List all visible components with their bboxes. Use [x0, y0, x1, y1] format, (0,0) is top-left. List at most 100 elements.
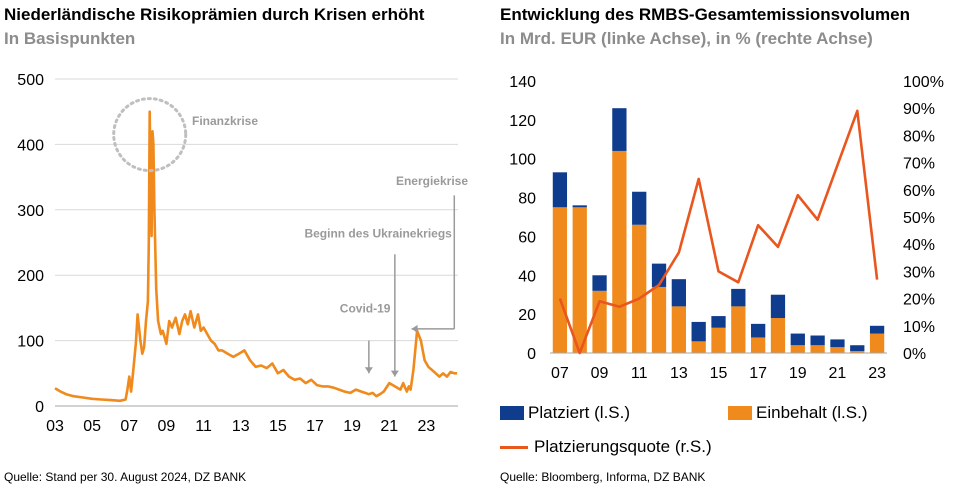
- bar-retained: [810, 345, 825, 353]
- bar-retained: [770, 318, 786, 353]
- legend-retained: Einbehalt (l.S.): [728, 403, 868, 423]
- right-y-right-tick-label: 50%: [903, 210, 935, 227]
- right-x-tick-label: 07: [551, 365, 569, 382]
- bar-retained: [651, 286, 667, 353]
- bar-retained: [869, 333, 885, 353]
- ukraine-arrowhead: [390, 370, 399, 377]
- bar-retained: [632, 224, 647, 353]
- right-y-right-tick-label: 30%: [903, 264, 935, 281]
- legend-placed-swatch: [500, 406, 524, 420]
- left-y-tick-label: 300: [17, 203, 44, 220]
- right-source: Quelle: Bloomberg, Informa, DZ BANK: [500, 470, 706, 484]
- legend-quote-swatch: [500, 445, 528, 449]
- right-y-left-tick-label: 120: [509, 113, 536, 130]
- finanzkrise-circle: [112, 97, 188, 173]
- right-y-right-tick-label: 90%: [903, 101, 935, 118]
- left-x-tick-label: 23: [418, 418, 436, 435]
- right-y-right-tick-label: 40%: [903, 237, 935, 254]
- left-y-tick-label: 200: [17, 268, 44, 285]
- bar-placed: [711, 316, 726, 328]
- right-y-left-tick-label: 60: [518, 229, 536, 246]
- right-x-tick-label: 15: [710, 365, 728, 382]
- bar-placed: [592, 275, 607, 291]
- bar-retained: [691, 341, 706, 353]
- left-x-tick-label: 09: [158, 418, 176, 435]
- annotation-energiekrise: Energiekrise: [396, 174, 468, 188]
- bar-retained: [711, 327, 726, 353]
- right-y-right-tick-label: 0%: [903, 346, 926, 363]
- bar-retained: [751, 337, 766, 353]
- bar-placed: [612, 108, 627, 151]
- annotation-ukraine: Beginn des Ukrainekriegs: [304, 226, 452, 240]
- right-y-left-tick-label: 80: [518, 191, 536, 208]
- bar-placed: [671, 279, 686, 307]
- quote-line: [558, 109, 879, 355]
- right-y-right-tick-label: 70%: [903, 156, 935, 173]
- legend-quote-label: Platzierungsquote (r.S.): [534, 437, 712, 456]
- right-y-right-tick-label: 10%: [903, 319, 935, 336]
- left-y-tick-label: 100: [17, 334, 44, 351]
- legend-retained-swatch: [728, 406, 752, 420]
- right-y-left-tick-label: 140: [509, 74, 536, 91]
- left-chart-title: Niederländische Risikoprämien durch Kris…: [4, 5, 425, 24]
- covid-arrowhead: [364, 367, 373, 374]
- annotation-finanzkrise: Finanzkrise: [192, 114, 258, 128]
- bar-retained: [850, 351, 865, 353]
- legend-quote: Platzierungsquote (r.S.): [500, 437, 712, 457]
- left-source: Quelle: Stand per 30. August 2024, DZ BA…: [4, 470, 247, 484]
- left-x-tick-label: 17: [306, 418, 324, 435]
- right-y-left-tick-label: 20: [518, 307, 536, 324]
- left-x-tick-label: 07: [120, 418, 138, 435]
- right-x-tick-label: 09: [591, 365, 609, 382]
- spread-line: [54, 110, 458, 403]
- bar-placed: [869, 325, 885, 334]
- left-x-tick-label: 13: [232, 418, 250, 435]
- right-y-left-tick-label: 40: [518, 268, 536, 285]
- bar-retained: [612, 150, 627, 353]
- right-y-left-tick-label: 100: [509, 152, 536, 169]
- right-chart-title: Entwicklung des RMBS-Gesamtemissionsvolu…: [500, 5, 910, 24]
- left-x-tick-label: 03: [46, 418, 64, 435]
- left-chart: 0 100 200 300 400 500 03 05 07 09 11 13 15 17 19 21 23 Fi…: [17, 72, 468, 435]
- left-chart-subtitle: In Basispunkten: [4, 29, 136, 48]
- bar-retained: [671, 306, 686, 353]
- legend-retained-label: Einbehalt (l.S.): [756, 403, 868, 422]
- right-x-tick-label: 11: [631, 365, 648, 382]
- left-x-tick-label: 19: [343, 418, 361, 435]
- bar-retained: [572, 207, 587, 353]
- bar-placed: [850, 345, 865, 352]
- right-y-right-tick-label: 60%: [903, 183, 935, 200]
- bar-retained: [552, 207, 568, 353]
- bar-placed: [632, 191, 647, 225]
- right-y-right-tick-label: 80%: [903, 128, 935, 145]
- left-y-tick-label: 400: [17, 137, 44, 154]
- left-y-tick-label: 0: [35, 399, 44, 416]
- bar-placed: [731, 288, 746, 307]
- bar-placed: [691, 321, 706, 342]
- left-x-tick-label: 21: [380, 418, 398, 435]
- bar-retained: [592, 290, 607, 353]
- bar-placed: [770, 294, 786, 319]
- energie-arrowhead: [411, 324, 418, 333]
- left-x-tick-label: 05: [83, 418, 101, 435]
- right-x-tick-label: 13: [670, 365, 688, 382]
- left-y-tick-label: 500: [17, 72, 44, 89]
- left-x-tick-label: 15: [269, 418, 287, 435]
- right-y-right-tick-label: 100%: [903, 74, 944, 91]
- right-x-tick-label: 17: [749, 365, 767, 382]
- bar-placed: [790, 333, 805, 346]
- right-chart-subtitle: In Mrd. EUR (linke Achse), in % (rechte …: [500, 29, 873, 48]
- right-y-left-tick-label: 0: [527, 346, 536, 363]
- right-y-right-tick-label: 20%: [903, 292, 935, 309]
- annotation-covid: Covid-19: [340, 301, 391, 315]
- legend-placed-label: Platziert (l.S.): [528, 403, 631, 422]
- right-x-tick-label: 19: [789, 365, 807, 382]
- right-x-tick-label: 23: [868, 365, 886, 382]
- bar-placed: [552, 172, 568, 208]
- bar-retained: [731, 306, 746, 353]
- legend-placed: Platziert (l.S.): [500, 403, 630, 423]
- right-x-tick-label: 21: [829, 365, 847, 382]
- left-x-tick-label: 11: [195, 418, 212, 435]
- bar-placed: [810, 335, 825, 346]
- right-chart: 0 20 40 60 80 100 120 140 0% 10% 20% 30% 40% 50% 60% 70…: [509, 74, 944, 382]
